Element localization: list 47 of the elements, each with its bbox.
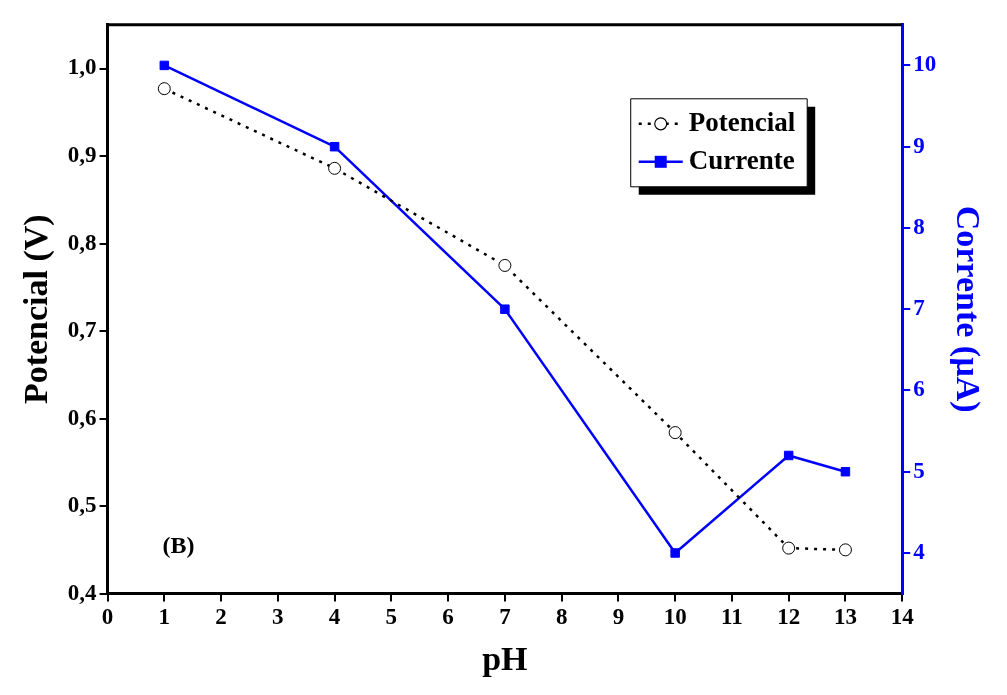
point: [329, 141, 340, 152]
x-tick-label: 8: [555, 604, 568, 630]
legend-label: Currente: [688, 144, 795, 175]
x-tick-label: 0: [101, 604, 114, 630]
x-tick-label: 10: [663, 604, 687, 630]
x-tick-label: 14: [890, 604, 915, 630]
y-tick-label: 0,9: [67, 142, 97, 167]
point: [668, 426, 682, 440]
x-tick-label: 5: [385, 604, 398, 630]
y-tick-label: 0,6: [67, 404, 97, 430]
y-tick-label: 0,7: [67, 317, 97, 343]
x-tick-label: 4: [328, 604, 341, 630]
x-tick-label: 7: [499, 604, 511, 630]
y-tick-label: 0,5: [67, 492, 97, 518]
y2-tick-label: 9: [913, 132, 925, 158]
x-axis-title: pH: [482, 640, 528, 678]
y2-tick-label: 7: [913, 295, 925, 321]
x-tick-label: 11: [721, 604, 743, 630]
y-tick-label: 1,0: [67, 54, 97, 80]
y2-tick-label: 8: [913, 213, 925, 239]
point: [838, 543, 852, 557]
x-tick-label: 12: [777, 604, 801, 630]
y2-tick-label: 5: [913, 457, 925, 483]
x-tick-label: 9: [612, 604, 625, 630]
x-tick-label: 6: [442, 604, 454, 630]
point: [157, 82, 171, 96]
point: [783, 450, 794, 461]
annotation: (B): [162, 531, 195, 558]
y-tick-label: 0,8: [67, 229, 97, 255]
x-tick-label: 13: [833, 604, 857, 630]
point: [159, 60, 170, 71]
point: [840, 466, 851, 477]
y2-tick-label: 10: [913, 51, 937, 77]
point: [500, 304, 510, 314]
x-tick-label: 1: [158, 604, 171, 630]
y-tick-label: 0,4: [67, 579, 98, 605]
point: [328, 161, 342, 175]
y2-tick-label: 6: [913, 376, 925, 402]
y2-tick-label: 4: [913, 538, 926, 564]
y-axis-title: Potencial (V): [17, 214, 56, 405]
x-tick-label: 3: [272, 604, 284, 630]
x-tick-label: 2: [215, 604, 227, 630]
point: [670, 548, 680, 558]
legend-label: Potencial: [688, 106, 796, 137]
point: [498, 258, 512, 272]
y2-axis-title: Corrente (µA): [948, 205, 987, 413]
point: [782, 541, 796, 555]
